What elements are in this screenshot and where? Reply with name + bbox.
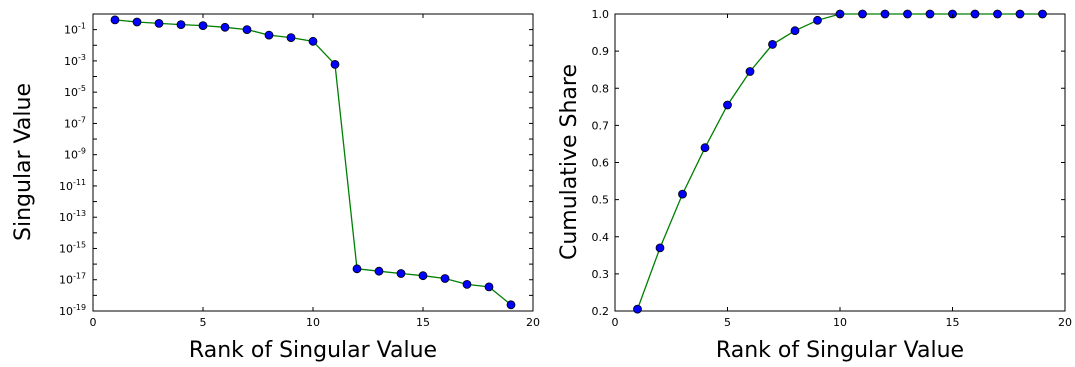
y-tick-exponent: -7 (78, 115, 86, 124)
y-tick-exponent: -5 (78, 84, 86, 93)
x-axis-label: Rank of Singular Value (716, 338, 964, 363)
data-point (396, 269, 406, 278)
y-tick-label: 10 (59, 305, 73, 318)
x-tick-label: 20 (526, 316, 540, 329)
y-axis-label: Cumulative Share (557, 64, 582, 260)
data-point (678, 189, 687, 199)
x-axis-label: Rank of Singular Value (189, 338, 437, 363)
data-point (330, 60, 340, 69)
data-point (374, 266, 384, 276)
data-point (462, 279, 472, 289)
data-point (813, 15, 822, 25)
data-point (110, 15, 120, 25)
data-point (1015, 9, 1025, 19)
x-tick-label: 5 (724, 316, 731, 329)
y-tick-label: 10 (59, 274, 73, 287)
data-point (220, 22, 230, 32)
data-point (745, 67, 755, 76)
y-tick-exponent: -15 (73, 240, 86, 249)
y-tick-label: 10 (64, 55, 78, 68)
y-tick-label: 10 (64, 24, 78, 37)
data-point (198, 21, 208, 31)
data-point (880, 9, 890, 19)
x-tick-label: 0 (90, 316, 97, 329)
data-point (633, 304, 642, 314)
data-point (1038, 9, 1047, 19)
cumulative-share-chart: 0 5 10 15 20 0.2 0.3 0.4 0.5 0.6 0.7 0.8 0.9 1.0 Ran… (557, 8, 1072, 363)
y-tick-exponent: -9 (78, 147, 86, 156)
y-tick-label: 0.7 (592, 119, 610, 132)
y-tick-label: 10 (64, 86, 78, 99)
data-point (903, 9, 912, 19)
data-point (790, 26, 800, 36)
x-tick-label: 5 (200, 316, 207, 329)
x-tick-label: 20 (1058, 316, 1072, 329)
plot-area-frame (92, 13, 534, 312)
y-tick-label: 10 (59, 211, 73, 224)
data-point (484, 282, 494, 292)
data-point (858, 9, 867, 19)
y-tick-exponent: -13 (73, 209, 86, 218)
y-axis-label: Singular Value (11, 83, 36, 241)
x-tick-label: 15 (416, 316, 430, 329)
x-tick-label: 0 (612, 316, 619, 329)
data-point (418, 271, 428, 281)
data-point (308, 36, 318, 46)
data-point (970, 9, 980, 19)
data-point (506, 300, 516, 310)
data-point (925, 9, 935, 19)
y-tick-label: 0.5 (592, 194, 610, 207)
y-tick-label: 0.3 (592, 268, 610, 281)
data-point (242, 25, 252, 35)
data-point (352, 264, 362, 274)
data-point (132, 17, 142, 27)
data-point (264, 30, 274, 40)
data-point (176, 20, 186, 30)
plot-area-frame (614, 13, 1066, 312)
y-tick-exponent: -19 (73, 303, 86, 312)
data-point (286, 33, 296, 42)
y-tick-label: 0.2 (592, 305, 610, 318)
y-tick-exponent: -17 (73, 272, 86, 281)
y-tick-label: 0.8 (592, 82, 610, 95)
y-tick-label: 10 (64, 149, 78, 162)
x-tick-label: 15 (946, 316, 960, 329)
y-tick-label: 10 (59, 242, 73, 255)
y-tick-exponent: -11 (73, 178, 86, 187)
y-tick-label: 1.0 (592, 8, 610, 21)
data-point (768, 40, 777, 49)
data-point (993, 9, 1002, 19)
data-point (723, 100, 732, 110)
y-tick-label: 10 (64, 117, 78, 130)
data-point (700, 143, 710, 153)
y-tick-label: 0.6 (592, 157, 610, 170)
y-tick-label: 0.4 (592, 231, 610, 244)
series-line (636, 13, 1043, 310)
y-tick-exponent: -1 (78, 22, 86, 31)
y-tick-label: 0.9 (592, 45, 610, 58)
x-tick-label: 10 (306, 316, 320, 329)
y-tick-exponent: -3 (78, 53, 86, 62)
data-point (655, 243, 665, 253)
x-tick-label: 10 (833, 316, 847, 329)
y-tick-label: 10 (59, 180, 73, 193)
data-point (154, 18, 164, 28)
series-line (114, 19, 512, 306)
data-point (440, 274, 450, 283)
